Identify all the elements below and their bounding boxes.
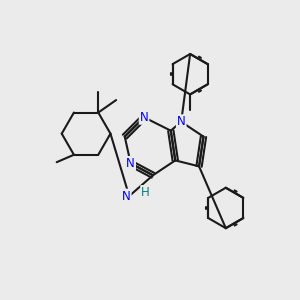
- Text: H: H: [141, 186, 150, 199]
- Text: N: N: [177, 115, 186, 128]
- Text: N: N: [122, 190, 130, 202]
- Text: N: N: [140, 111, 148, 124]
- Text: N: N: [126, 157, 135, 170]
